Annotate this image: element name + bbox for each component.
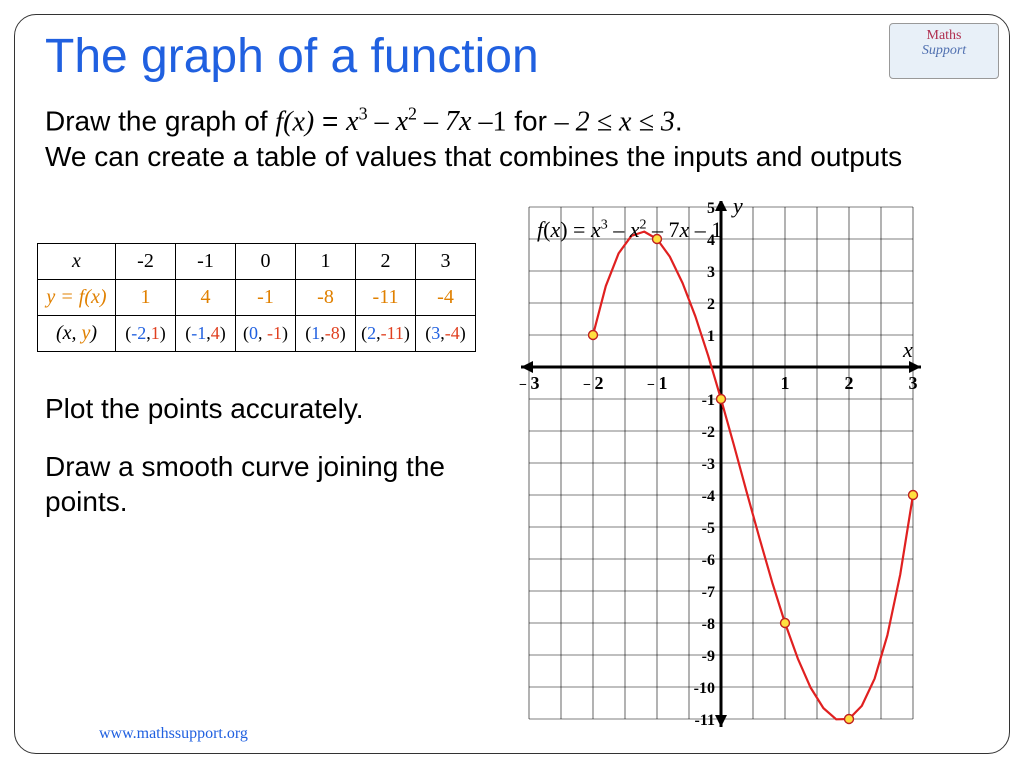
svg-text:-11: -11 (695, 712, 715, 729)
table-header-x: x (38, 244, 116, 280)
svg-text:−: − (583, 378, 591, 393)
slide-frame: Maths Support The graph of a function Dr… (14, 14, 1010, 754)
instruction-plot: Plot the points accurately. (45, 393, 485, 425)
page-title: The graph of a function (45, 29, 539, 84)
svg-text:-7: -7 (702, 584, 715, 601)
graph-svg: xy−3−2−112354321-1-2-3-4-5-6-7-8-9-10-11 (519, 201, 999, 741)
problem-fx: f(x) (275, 106, 314, 137)
svg-text:-2: -2 (702, 424, 715, 441)
svg-text:3: 3 (531, 373, 540, 393)
table-header-xy: (x, y) (38, 316, 116, 352)
svg-text:x: x (902, 337, 913, 362)
problem-for: for (506, 105, 554, 136)
table-row: x -2 -1 0 1 2 3 (38, 244, 476, 280)
svg-text:1: 1 (659, 373, 668, 393)
svg-text:−: − (647, 378, 655, 393)
svg-text:3: 3 (707, 264, 715, 281)
svg-text:-5: -5 (702, 520, 715, 537)
svg-text:-3: -3 (702, 456, 715, 473)
table-header-y: y = f(x) (38, 280, 116, 316)
logo-line1: Maths (890, 28, 998, 43)
svg-text:−: − (519, 378, 527, 393)
maths-support-logo: Maths Support (889, 23, 999, 79)
svg-text:1: 1 (707, 328, 715, 345)
table-row: (x, y) (-2,1) (-1,4) (0, -1) (1,-8) (2,-… (38, 316, 476, 352)
problem-explain: We can create a table of values that com… (45, 141, 902, 172)
problem-statement: Draw the graph of f(x) = x3 – x2 – 7x –1… (45, 103, 985, 174)
problem-prefix: Draw the graph of (45, 105, 275, 136)
svg-text:-9: -9 (702, 648, 715, 665)
graph-equation-label: f(x) = x3 – x2 – 7x – 1 (537, 217, 722, 243)
svg-text:y: y (731, 201, 743, 218)
svg-text:2: 2 (707, 296, 715, 313)
problem-equals: = (314, 105, 346, 136)
svg-text:3: 3 (909, 373, 918, 393)
svg-text:2: 2 (845, 373, 854, 393)
logo-line2: Support (890, 43, 998, 58)
svg-text:1: 1 (781, 373, 790, 393)
problem-equation: x3 – x2 – 7x – (346, 106, 492, 137)
footer-url: www.mathssupport.org (99, 725, 248, 743)
svg-text:-8: -8 (702, 616, 715, 633)
instruction-curve: Draw a smooth curve joining the points. (45, 449, 485, 519)
svg-text:2: 2 (595, 373, 604, 393)
table-row: y = f(x) 1 4 -1 -8 -11 -4 (38, 280, 476, 316)
svg-text:-6: -6 (702, 552, 715, 569)
graph-panel: f(x) = x3 – x2 – 7x – 1 xy−3−2−112354321… (519, 201, 999, 741)
svg-text:-4: -4 (702, 488, 715, 505)
svg-text:5: 5 (707, 201, 715, 217)
values-table: x -2 -1 0 1 2 3 y = f(x) 1 4 -1 -8 -11 -… (37, 243, 476, 352)
svg-text:-1: -1 (702, 392, 715, 409)
problem-domain: – 2 ≤ x ≤ 3 (555, 106, 675, 137)
svg-text:-10: -10 (694, 680, 715, 697)
